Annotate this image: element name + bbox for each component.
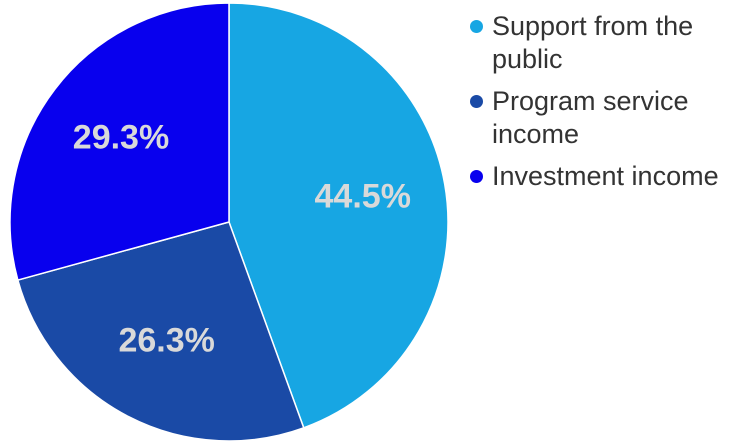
legend-item-2: Program service income xyxy=(470,85,735,151)
legend-marker-icon xyxy=(470,95,483,108)
legend-marker-icon xyxy=(470,170,483,183)
legend-label: Program service income xyxy=(492,86,689,149)
legend-label: Support from the public xyxy=(492,11,694,74)
pie-chart: 44.5% 26.3% 29.3% xyxy=(9,2,449,442)
slice-data-label-3: 29.3% xyxy=(73,119,169,157)
legend-label: Investment income xyxy=(492,161,719,191)
slice-data-label-1: 44.5% xyxy=(315,177,411,215)
legend-marker-icon xyxy=(470,20,483,33)
pie-slice-1 xyxy=(228,2,449,429)
legend-item-3: Investment income xyxy=(470,160,735,193)
legend-item-1: Support from the public xyxy=(470,10,735,76)
legend: Support from the public Program service i… xyxy=(470,10,735,202)
pie-slice-2 xyxy=(16,221,305,442)
slice-data-label-2: 26.3% xyxy=(118,322,214,360)
pie-slice-3 xyxy=(9,2,230,281)
